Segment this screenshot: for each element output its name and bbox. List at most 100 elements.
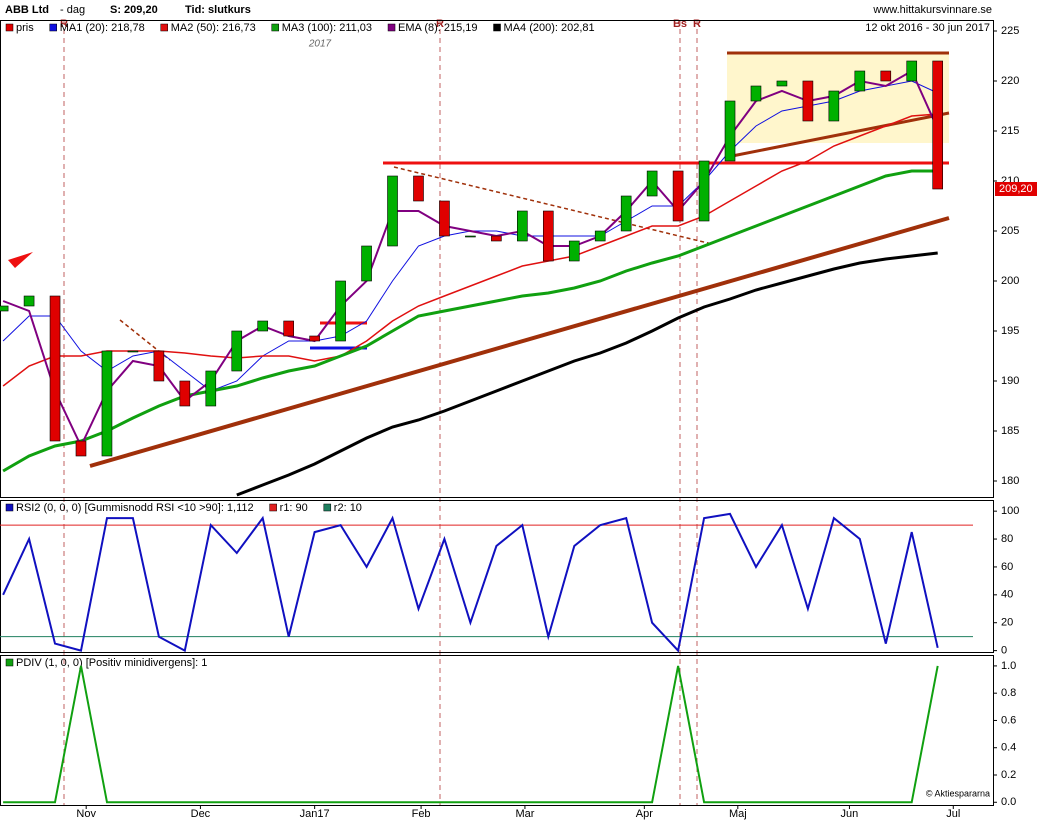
- trendline: [89, 216, 950, 468]
- y-tick-label: 100: [1001, 505, 1019, 517]
- candle: [335, 280, 346, 342]
- year: 2017: [308, 39, 332, 50]
- x-tick-label: Jan17: [300, 808, 330, 820]
- candle: [413, 175, 424, 202]
- candle: [646, 170, 658, 197]
- candle: [361, 245, 372, 282]
- legend-label: EMA (8): 215,19: [398, 22, 478, 34]
- candle: [387, 175, 398, 247]
- candle: [231, 330, 243, 372]
- candle: [49, 295, 61, 442]
- range: 12 okt 2016 - 30 jun 2017: [865, 22, 990, 34]
- candle: [257, 320, 269, 332]
- y-tick-label: 215: [1001, 125, 1019, 137]
- y-tick-label: 0.2: [1001, 769, 1016, 781]
- candle: [568, 240, 580, 262]
- candle: [465, 235, 476, 238]
- candle: [491, 235, 502, 242]
- x-tick-label: Jun: [841, 808, 859, 820]
- candle: [906, 60, 918, 82]
- last: S: 209,20: [110, 4, 158, 16]
- y-tick-label: 0: [1001, 645, 1007, 657]
- mode: Tid: slutkurs: [185, 4, 251, 16]
- y-tick-label: 195: [1001, 325, 1019, 337]
- series-line: [236, 251, 938, 497]
- y-tick-label: 200: [1001, 275, 1019, 287]
- candle: [517, 210, 528, 242]
- candle: [698, 160, 710, 222]
- stock: ABB Ltd: [5, 4, 49, 16]
- y-tick-label: 180: [1001, 475, 1019, 487]
- legend-label: PDIV (1, 0, 0) [Positiv minidivergens]: …: [16, 657, 207, 669]
- y-tick-label: 60: [1001, 561, 1013, 573]
- legend-swatch: [160, 23, 168, 32]
- y-tick-label: 0.6: [1001, 714, 1016, 726]
- candle: [205, 370, 217, 407]
- x-tick-label: Apr: [636, 808, 653, 820]
- legend-label: pris: [16, 22, 34, 34]
- candle: [828, 90, 840, 122]
- last-price-label: 209,20: [999, 183, 1033, 195]
- x-tick-label: Feb: [412, 808, 431, 820]
- y-tick-label: 0.8: [1001, 687, 1016, 699]
- candle: [776, 80, 788, 87]
- y-tick-label: 0.4: [1001, 742, 1016, 754]
- trendline: [726, 111, 950, 159]
- legend-swatch: [387, 23, 396, 32]
- trendlines: [8, 51, 950, 468]
- candle: [750, 85, 762, 102]
- y-tick-label: 205: [1001, 225, 1019, 237]
- candle: [179, 380, 191, 407]
- legend-swatch: [5, 658, 14, 667]
- legend-label: r2: 10: [334, 502, 362, 514]
- trendline: [393, 166, 713, 245]
- legend-label: MA2 (50): 216,73: [171, 22, 256, 34]
- candle: [880, 70, 892, 82]
- candle: [101, 350, 113, 457]
- x-tick-label: Jul: [946, 808, 960, 820]
- y-tick-label: 0.0: [1001, 796, 1016, 808]
- y-tick-label: 20: [1001, 617, 1013, 629]
- candle: [309, 335, 320, 342]
- legend-label: MA1 (20): 218,78: [60, 22, 145, 34]
- y-tick-label: 225: [1001, 25, 1019, 37]
- panel-frame: [0, 500, 994, 653]
- site: www.hittakursvinnare.se: [872, 4, 992, 16]
- panel-frame: [0, 655, 994, 806]
- y-tick-label: 190: [1001, 375, 1019, 387]
- series-line: [2, 512, 939, 653]
- last-price-box: [995, 182, 1037, 196]
- panel-frame: [0, 20, 994, 498]
- trendline: [119, 319, 171, 361]
- x-tick-label: Nov: [76, 808, 96, 820]
- y-tick-label: 40: [1001, 589, 1013, 601]
- legend-swatch: [5, 23, 14, 32]
- candle: [854, 70, 866, 92]
- candle: [127, 350, 139, 353]
- legend-label: MA3 (100): 211,03: [282, 22, 372, 34]
- x-tick-label: Dec: [191, 808, 211, 820]
- candle: [153, 350, 165, 382]
- legend-label: r1: 90: [280, 502, 308, 514]
- x-tick-label: Maj: [729, 808, 747, 820]
- y-tick-label: 185: [1001, 425, 1019, 437]
- legend-swatch: [269, 503, 277, 512]
- candle: [542, 210, 554, 262]
- legend-swatch: [49, 23, 57, 32]
- candle: [724, 100, 736, 162]
- legend-swatch: [5, 503, 14, 512]
- legend-swatch: [271, 23, 279, 32]
- candle: [439, 200, 450, 237]
- y-tick-label: 220: [1001, 75, 1019, 87]
- legend-label: RSI2 (0, 0, 0) [Gummisnodd RSI <10 >90]:…: [16, 502, 254, 514]
- period: - dag: [60, 4, 85, 16]
- candle: [0, 305, 9, 312]
- legend-swatch: [493, 23, 501, 32]
- candle: [672, 170, 684, 222]
- series-line: [3, 665, 939, 804]
- copyright: © Aktiespararna: [926, 788, 990, 798]
- legend-label: MA4 (200): 202,81: [504, 22, 595, 34]
- y-tick-label: 80: [1001, 533, 1013, 545]
- candle: [620, 195, 632, 232]
